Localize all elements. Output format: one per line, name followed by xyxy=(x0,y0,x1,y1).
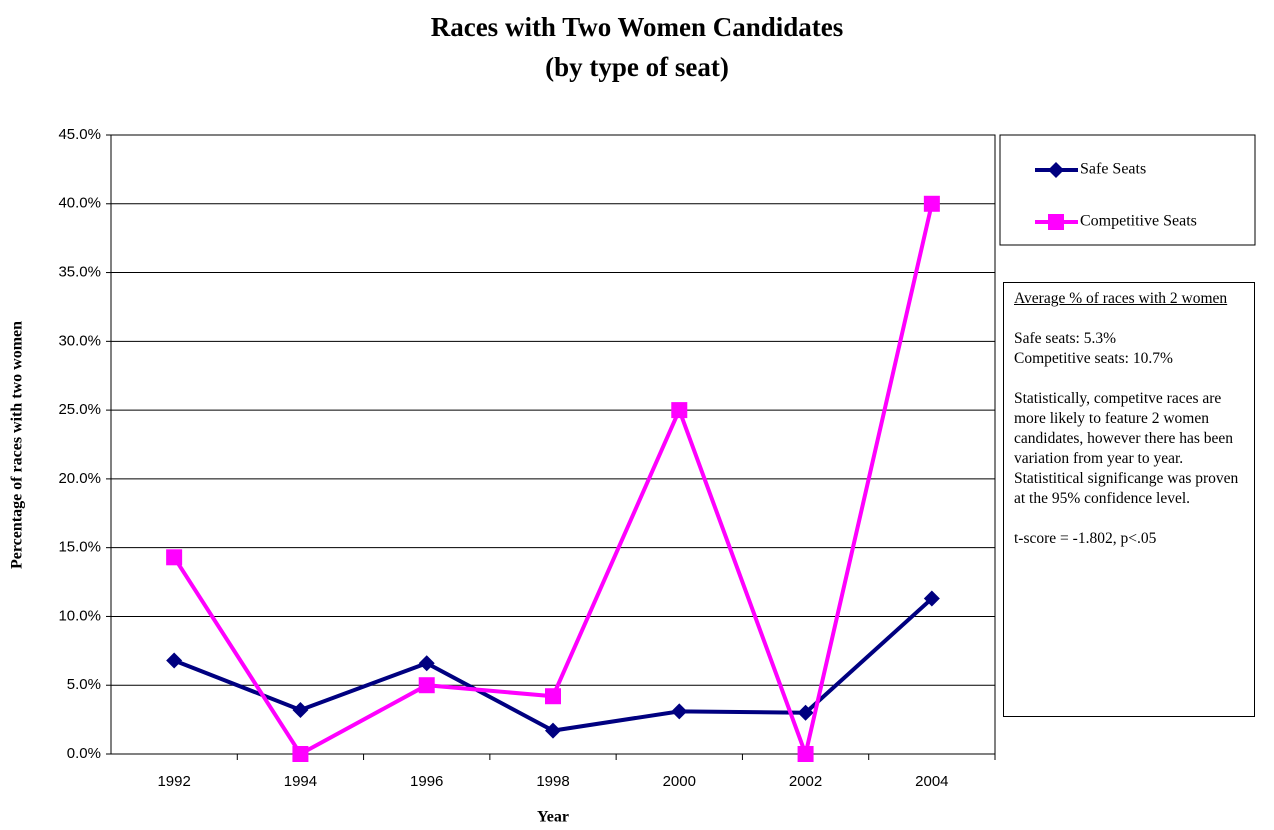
annotation-line: Competitive seats: 10.7% xyxy=(1014,350,1173,367)
marker xyxy=(292,701,309,718)
marker xyxy=(1048,214,1064,230)
y-tick-label: 15.0% xyxy=(58,539,101,556)
annotation-heading: Average % of races with 2 women xyxy=(1014,290,1228,307)
y-tick-label: 0.0% xyxy=(67,745,101,762)
annotation-box: Average % of races with 2 women Safe sea… xyxy=(1003,282,1255,717)
legend-label: Competitive Seats xyxy=(1080,213,1197,230)
marker xyxy=(797,704,814,721)
marker xyxy=(1048,162,1064,178)
marker xyxy=(418,677,435,694)
x-tick-label: 2004 xyxy=(915,773,948,790)
y-tick-label: 40.0% xyxy=(58,195,101,212)
x-tick-label: 1994 xyxy=(284,773,317,790)
x-tick-label: 2002 xyxy=(789,773,822,790)
marker xyxy=(545,688,561,705)
marker xyxy=(671,402,688,419)
legend-label: Safe Seats xyxy=(1080,161,1146,178)
series-line xyxy=(173,597,934,733)
y-tick-label: 10.0% xyxy=(58,607,101,624)
annotation-line: Safe seats: 5.3% xyxy=(1014,330,1117,347)
y-tick-label: 35.0% xyxy=(58,264,101,281)
y-tick-label: 20.0% xyxy=(58,470,101,487)
y-tick-label: 5.0% xyxy=(67,676,101,693)
x-tick-label: 2000 xyxy=(663,773,696,790)
chart-title: Races with Two Women Candidates xyxy=(431,12,844,42)
legend-box xyxy=(999,134,1256,246)
y-tick-label: 25.0% xyxy=(58,401,101,418)
marker xyxy=(166,652,183,669)
marker xyxy=(923,590,940,607)
y-axis-label: Percentage of races with two women xyxy=(9,321,26,569)
marker xyxy=(166,549,183,566)
marker xyxy=(545,722,561,739)
marker xyxy=(292,746,309,762)
annotation-paragraph: Statistically, competitve races are more… xyxy=(1014,390,1239,507)
y-tick-label: 30.0% xyxy=(58,332,101,349)
x-tick-label: 1998 xyxy=(536,773,569,790)
annotation-stat: t-score = -1.802, p<.05 xyxy=(1014,530,1157,547)
marker xyxy=(797,746,814,762)
marker xyxy=(923,195,940,212)
x-tick-label: 1996 xyxy=(410,773,443,790)
y-tick-label: 45.0% xyxy=(58,126,101,143)
chart-subtitle: (by type of seat) xyxy=(545,52,729,82)
marker xyxy=(671,703,688,720)
marker xyxy=(418,655,435,672)
x-tick-label: 1992 xyxy=(157,773,190,790)
x-axis-label: Year xyxy=(537,809,569,826)
